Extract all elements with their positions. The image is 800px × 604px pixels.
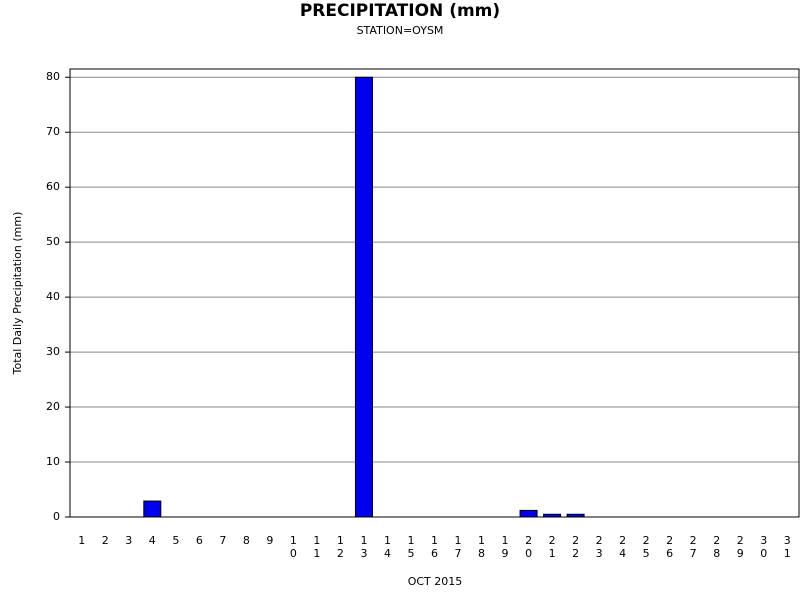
bar — [143, 500, 162, 518]
y-tick-label: 50 — [46, 235, 60, 248]
x-tick-label: 8 — [243, 534, 250, 547]
x-tick-label: 4 — [149, 534, 156, 547]
chart-subtitle: STATION=OYSM — [357, 24, 444, 37]
y-axis-title: Total Daily Precipitation (mm) — [11, 212, 24, 376]
x-tick-label: 1 — [78, 534, 85, 547]
bar — [354, 76, 373, 518]
y-tick-label: 70 — [46, 125, 60, 138]
plot-frame — [69, 68, 800, 518]
y-tick-label: 60 — [46, 180, 60, 193]
x-axis-title: OCT 2015 — [408, 575, 463, 588]
y-tick-label: 20 — [46, 400, 60, 413]
bar — [519, 509, 538, 518]
x-tick-label: 3 — [125, 534, 132, 547]
y-tick-label: 10 — [46, 455, 60, 468]
y-tick-label: 0 — [53, 510, 60, 523]
chart-title: PRECIPITATION (mm) — [300, 1, 500, 21]
y-tick-label: 80 — [46, 70, 60, 83]
y-tick-label: 30 — [46, 345, 60, 358]
x-tick-label: 9 — [266, 534, 273, 547]
bar — [543, 513, 562, 518]
x-tick-label: 6 — [196, 534, 203, 547]
x-tick-label: 2 — [102, 534, 109, 547]
bar — [566, 513, 585, 518]
x-tick-label: 5 — [172, 534, 179, 547]
y-tick-label: 40 — [46, 290, 60, 303]
x-tick-label: 7 — [219, 534, 226, 547]
